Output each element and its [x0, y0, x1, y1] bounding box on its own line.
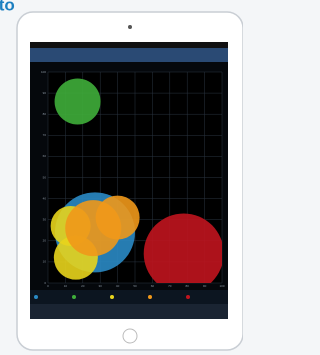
- page: ito 010203040506070809010001020304050607…: [0, 0, 243, 355]
- y-tick-label: 60: [43, 154, 47, 158]
- legend-marker: [186, 295, 190, 299]
- x-tick-label: 80: [186, 284, 190, 288]
- y-tick-label: 20: [43, 239, 47, 243]
- y-tick-label: 50: [43, 175, 47, 179]
- x-tick-label: 100: [219, 284, 224, 288]
- y-tick-label: 30: [43, 217, 47, 221]
- x-tick-label: 50: [133, 284, 137, 288]
- nav-bar: [30, 48, 228, 62]
- x-tick-label: 10: [64, 284, 68, 288]
- camera: [128, 25, 132, 29]
- legend-marker: [110, 295, 114, 299]
- y-tick-label: 100: [41, 70, 46, 74]
- x-tick-label: 70: [168, 284, 172, 288]
- y-tick-label: 90: [43, 91, 47, 95]
- x-tick-label: 60: [151, 284, 155, 288]
- x-tick-label: 30: [99, 284, 103, 288]
- y-tick-label: 80: [43, 112, 47, 116]
- y-tick-label: 70: [43, 133, 47, 137]
- legend-marker: [72, 295, 76, 299]
- legend-marker: [34, 295, 38, 299]
- status-bar: [30, 42, 228, 48]
- x-tick-label: 40: [116, 284, 120, 288]
- bubble: [55, 79, 101, 125]
- y-tick-label: 40: [43, 196, 47, 200]
- y-tick-label: 10: [43, 260, 47, 264]
- screenshot: ito 010203040506070809010001020304050607…: [0, 0, 243, 355]
- x-tick-label: 90: [203, 284, 207, 288]
- bubble: [96, 196, 140, 240]
- tab-bar[interactable]: [30, 304, 228, 319]
- bubble: [144, 213, 224, 293]
- header-fragment: ito: [0, 0, 15, 14]
- x-tick-label: 20: [81, 284, 85, 288]
- legend-marker: [148, 295, 152, 299]
